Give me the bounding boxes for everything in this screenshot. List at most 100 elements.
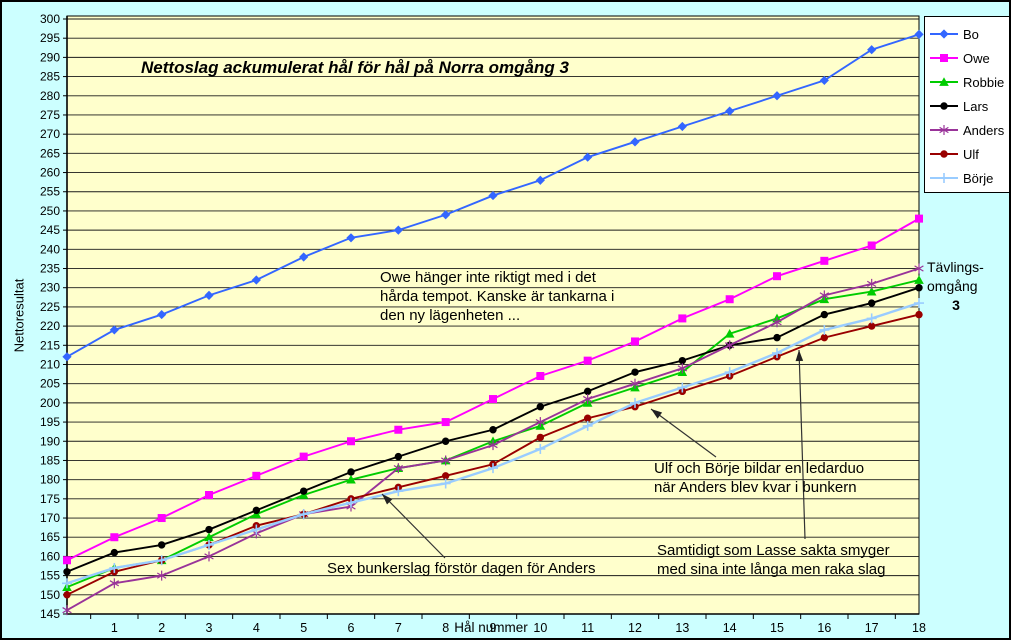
marker-asterisk [677,363,688,374]
marker-asterisk [535,417,546,428]
marker-circle [583,387,592,396]
marker-square [940,54,948,62]
marker-asterisk [939,125,949,135]
marker-square [915,214,923,223]
marker-asterisk [440,455,451,466]
round-indicator-line1: Tävlings- [927,259,984,275]
marker-asterisk [819,290,830,301]
y-label-195: 195 [40,415,60,429]
x-label-15: 15 [770,621,784,635]
marker-circle [347,468,355,476]
duo-note: Ulf och Börje bildar en ledarduo när Ande… [654,459,864,497]
x-label-1: 1 [111,621,118,635]
marker-circle [940,102,948,110]
series-bo [62,29,924,362]
round-indicator: Tävlings- omgång 3 [927,258,1007,315]
legend-label: Bo [963,26,979,42]
marker-diamond [62,352,72,362]
marker-circle [820,333,829,342]
x-label-17: 17 [865,621,879,635]
marker-asterisk [772,317,782,328]
marker-diamond [867,45,877,55]
marker-circle [678,356,687,365]
marker-square [489,395,497,404]
marker-plus [677,382,688,393]
marker-circle [773,333,781,342]
legend-swatch-circle-icon [930,102,958,110]
marker-plus [109,562,120,573]
legend-swatch-asterisk-icon [930,125,958,135]
marker-circle [631,368,639,376]
marker-plus [393,486,404,497]
y-label-275: 275 [40,108,60,122]
marker-square [820,256,829,265]
marker-plus [582,420,593,431]
y-label-290: 290 [40,50,60,64]
y-label-170: 170 [40,511,60,525]
owe-note-line: den ny lägenheten ... [380,307,521,324]
x-label-14: 14 [723,621,737,635]
y-label-230: 230 [40,281,60,295]
marker-circle [205,525,213,534]
marker-asterisk [582,394,593,405]
marker-asterisk [204,551,214,562]
marker-square [583,356,592,365]
y-axis-title: Nettoresultat [11,278,27,353]
marker-asterisk [724,340,735,351]
round-indicator-line2: omgång [927,278,978,294]
marker-circle [867,299,876,307]
duo-note-line: Ulf och Börje bildar en ledarduo [654,460,865,477]
owe-note: Owe hänger inte riktigt med i det hårda t… [380,268,614,325]
y-label-215: 215 [40,338,60,352]
y-label-280: 280 [40,89,60,103]
y-label-175: 175 [40,492,60,506]
x-label-16: 16 [817,621,831,635]
y-label-165: 165 [40,530,60,544]
marker-square [631,337,639,346]
owe-note-line: Owe hänger inte riktigt med i det [380,269,596,286]
marker-diamond [393,225,403,235]
marker-plus [866,313,877,324]
marker-asterisk [866,278,877,289]
sex-bunker-note: Sex bunkerslag förstör dagen för Anders [327,559,596,578]
marker-asterisk [62,605,72,616]
marker-diamond [109,325,119,335]
x-label-13: 13 [675,621,689,635]
x-label-11: 11 [581,621,594,635]
marker-square [110,533,119,542]
marker-diamond [725,106,735,116]
legend-label: Owe [963,50,990,66]
marker-circle [441,437,450,445]
marker-square [441,418,450,427]
marker-triangle [914,275,924,284]
marker-asterisk [914,263,924,274]
series-anders [62,263,924,616]
marker-square [773,272,781,281]
marker-circle [940,150,948,158]
marker-triangle [346,474,356,484]
legend-label: Lars [963,98,989,114]
marker-asterisk [630,378,640,389]
round-number: 3 [952,297,960,313]
legend-item-lars: Lars [925,94,1009,118]
marker-diamond [939,29,949,39]
lasse-note-line: Samtidigt som Lasse sakta smyger [657,542,890,559]
y-label-160: 160 [40,549,60,563]
marker-circle [915,310,923,319]
x-label-4: 4 [253,621,260,635]
marker-plus [630,397,640,408]
marker-circle [536,433,545,442]
x-label-7: 7 [395,621,402,635]
marker-circle [915,284,923,292]
lasse-note-arrow [795,349,806,540]
y-label-220: 220 [40,319,60,333]
marker-circle [110,548,119,557]
chart-title: Nettoslag ackumulerat hål för hål på Nor… [141,58,569,77]
marker-diamond [914,29,924,39]
legend-item-owe: Owe [925,46,1009,70]
marker-diamond [677,121,687,132]
marker-square [157,514,166,523]
marker-square [347,437,355,446]
